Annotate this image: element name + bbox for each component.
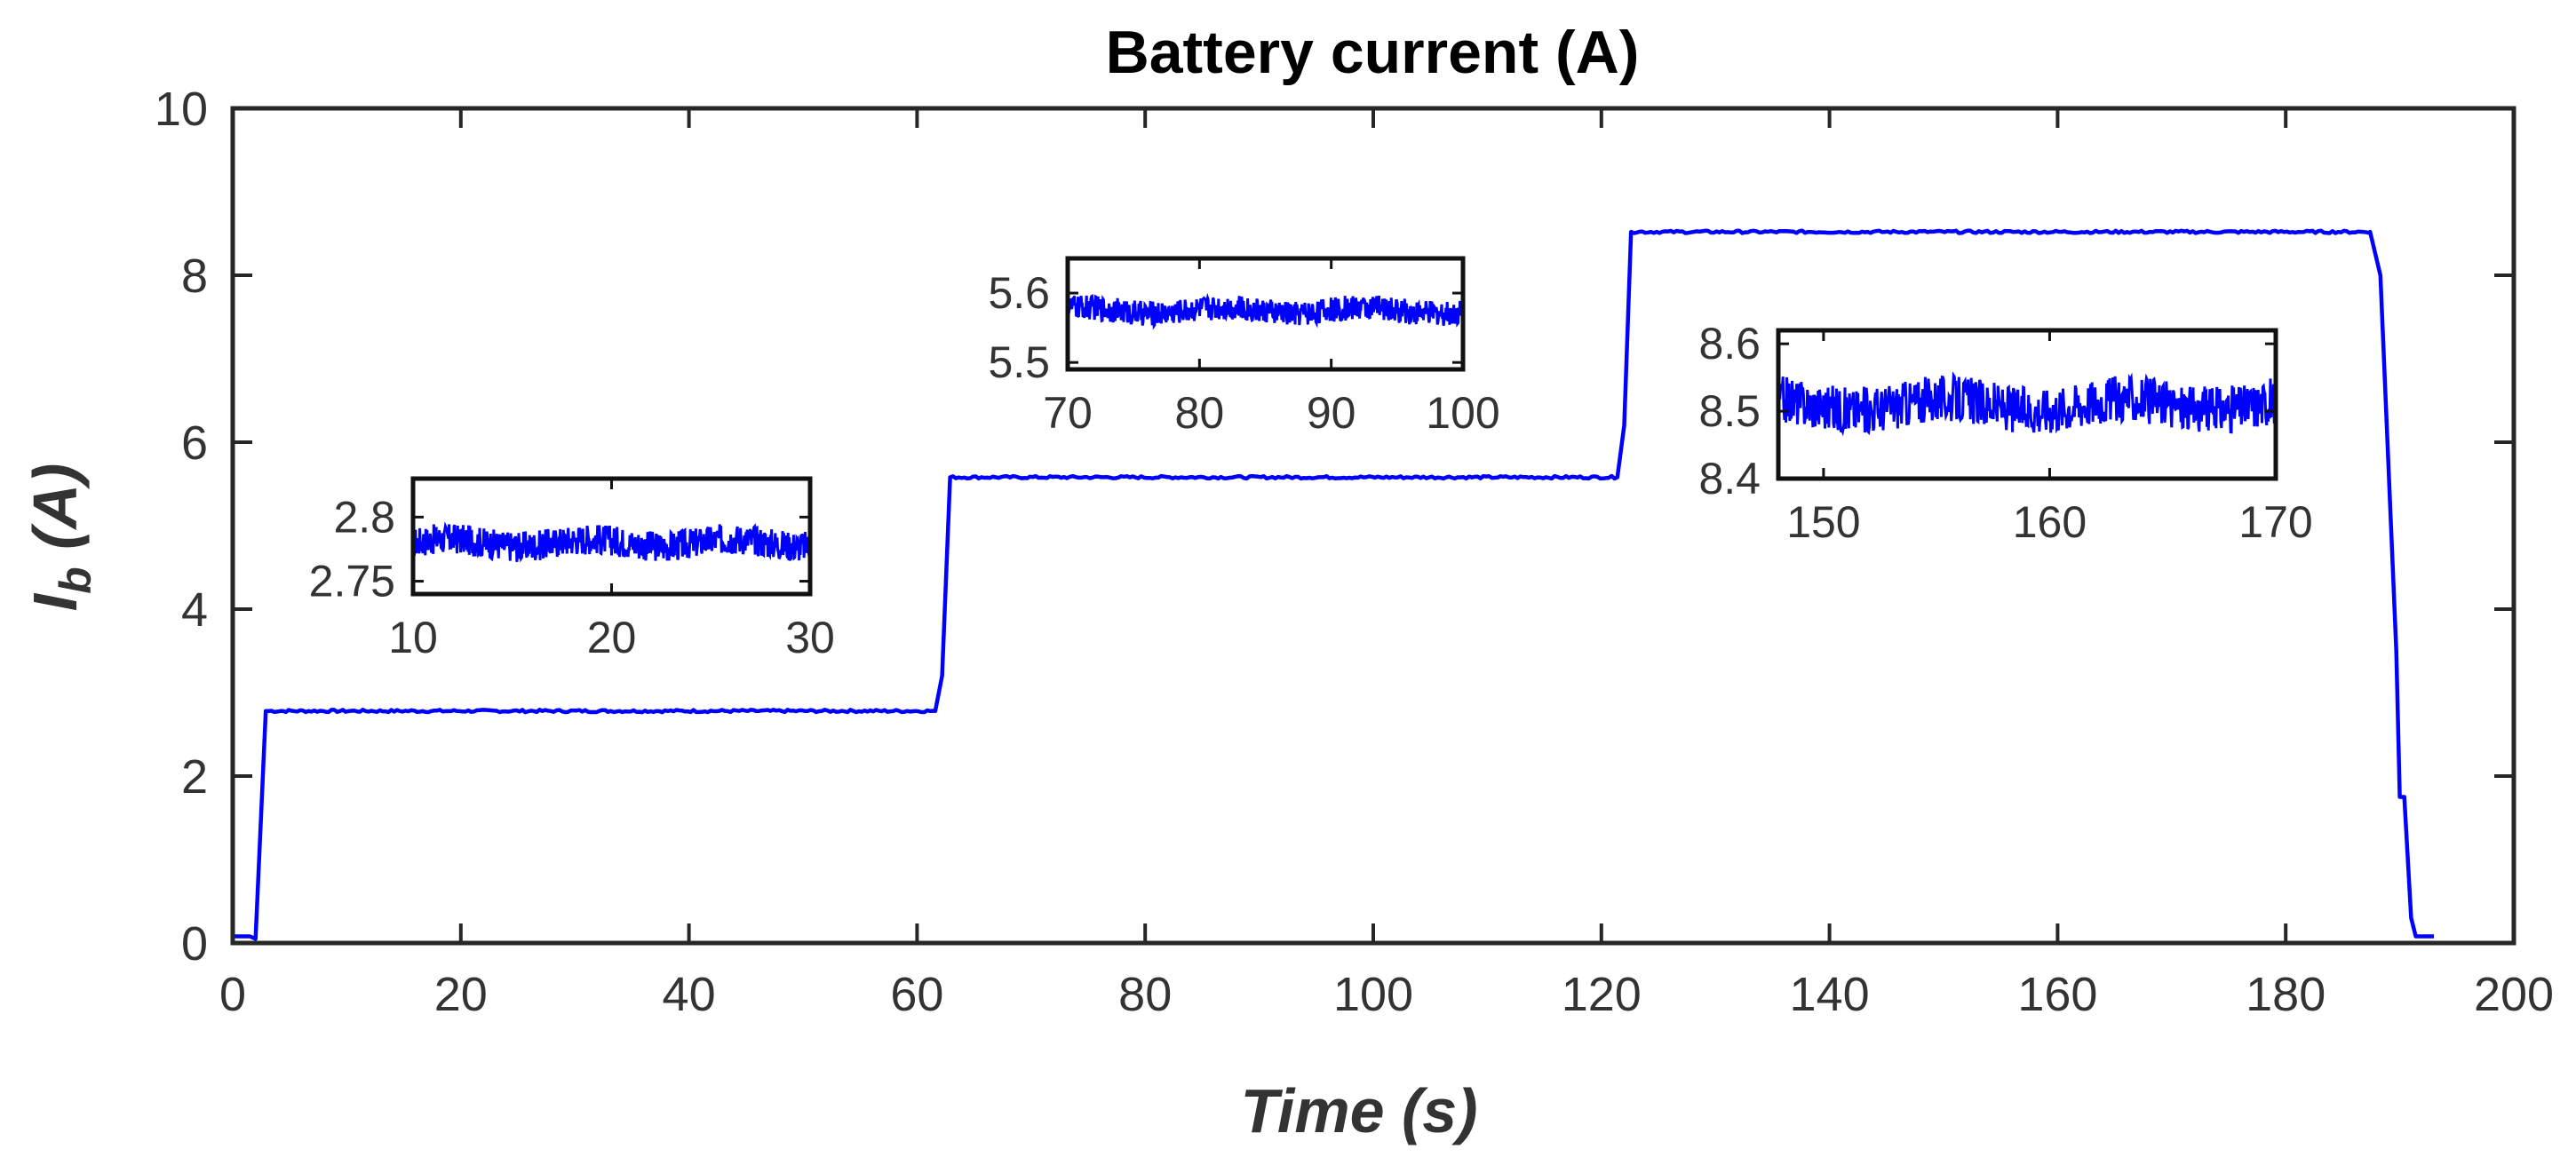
inset-x-tick-label: 170 bbox=[2238, 497, 2312, 547]
inset-y-tick-label: 2.75 bbox=[309, 557, 395, 606]
inset-x-tick-label: 80 bbox=[1175, 388, 1225, 438]
x-tick-label: 60 bbox=[890, 968, 943, 1021]
y-tick-label: 2 bbox=[181, 750, 208, 804]
inset-y-tick-label: 8.4 bbox=[1698, 454, 1761, 503]
inset-plot-2: 70 80 90 100 5.5 5.6 bbox=[988, 256, 1500, 438]
inset-y-tick-label: 8.5 bbox=[1698, 386, 1761, 436]
x-tick-label: 0 bbox=[219, 968, 246, 1021]
x-tick-label: 80 bbox=[1118, 968, 1172, 1021]
inset-x-tick-label: 10 bbox=[388, 613, 438, 662]
x-tick-label: 100 bbox=[1333, 968, 1413, 1021]
x-tick-label: 120 bbox=[1562, 968, 1642, 1021]
inset-x-tick-label: 30 bbox=[785, 613, 835, 662]
inset-x-tick-label: 160 bbox=[2013, 497, 2087, 547]
x-axis-label: Time (s) bbox=[1240, 1076, 1477, 1145]
inset-y-tick-label: 5.6 bbox=[988, 268, 1050, 318]
x-tick-label: 40 bbox=[663, 968, 716, 1021]
y-axis-label-sub: b bbox=[51, 567, 100, 594]
y-tick-label: 4 bbox=[181, 583, 208, 637]
inset-frame bbox=[1776, 328, 2278, 481]
x-tick-label: 200 bbox=[2474, 968, 2554, 1021]
inset-y-tick-label: 2.8 bbox=[333, 492, 395, 542]
inset-x-tick-label: 100 bbox=[1426, 388, 1499, 438]
main-plot: 0 20 40 60 80 100 120 140 160 180 200 0 2 4 6 8 10 bbox=[155, 83, 2554, 1021]
y-axis-label: Ib (A) bbox=[20, 464, 100, 612]
x-tick-label: 140 bbox=[1790, 968, 1870, 1021]
y-tick-label: 8 bbox=[181, 250, 208, 303]
inset-x-tick-label: 90 bbox=[1307, 388, 1356, 438]
y-tick-label: 10 bbox=[155, 83, 208, 136]
x-tick-label: 180 bbox=[2246, 968, 2326, 1021]
y-axis-label-unit: (A) bbox=[20, 464, 90, 567]
inset-frame bbox=[1065, 256, 1466, 372]
x-tick-label: 160 bbox=[2017, 968, 2097, 1021]
y-axis-label-main: I bbox=[20, 592, 90, 611]
inset-x-tick-label: 150 bbox=[1786, 497, 1860, 547]
y-tick-label: 0 bbox=[181, 917, 208, 971]
x-tick-label: 20 bbox=[434, 968, 488, 1021]
chart-title: Battery current (A) bbox=[1106, 19, 1640, 86]
inset-plot-1: 10 20 30 2.75 2.8 bbox=[309, 476, 835, 662]
inset-y-tick-label: 5.5 bbox=[988, 337, 1050, 387]
inset-plots: 10 20 30 2.75 2.8 70 80 90 100 5.5 5.6 150 160 170 8.4… bbox=[309, 256, 2313, 662]
inset-series-line bbox=[1066, 292, 1465, 330]
inset-series-line bbox=[1777, 371, 2278, 437]
inset-y-tick-label: 8.6 bbox=[1698, 319, 1761, 369]
inset-series-line bbox=[411, 521, 811, 563]
inset-x-tick-label: 70 bbox=[1043, 388, 1093, 438]
inset-x-tick-label: 20 bbox=[587, 613, 637, 662]
inset-plot-3: 150 160 170 8.4 8.5 8.6 bbox=[1698, 319, 2312, 547]
series-line bbox=[233, 228, 2435, 941]
y-tick-label: 6 bbox=[181, 416, 208, 470]
